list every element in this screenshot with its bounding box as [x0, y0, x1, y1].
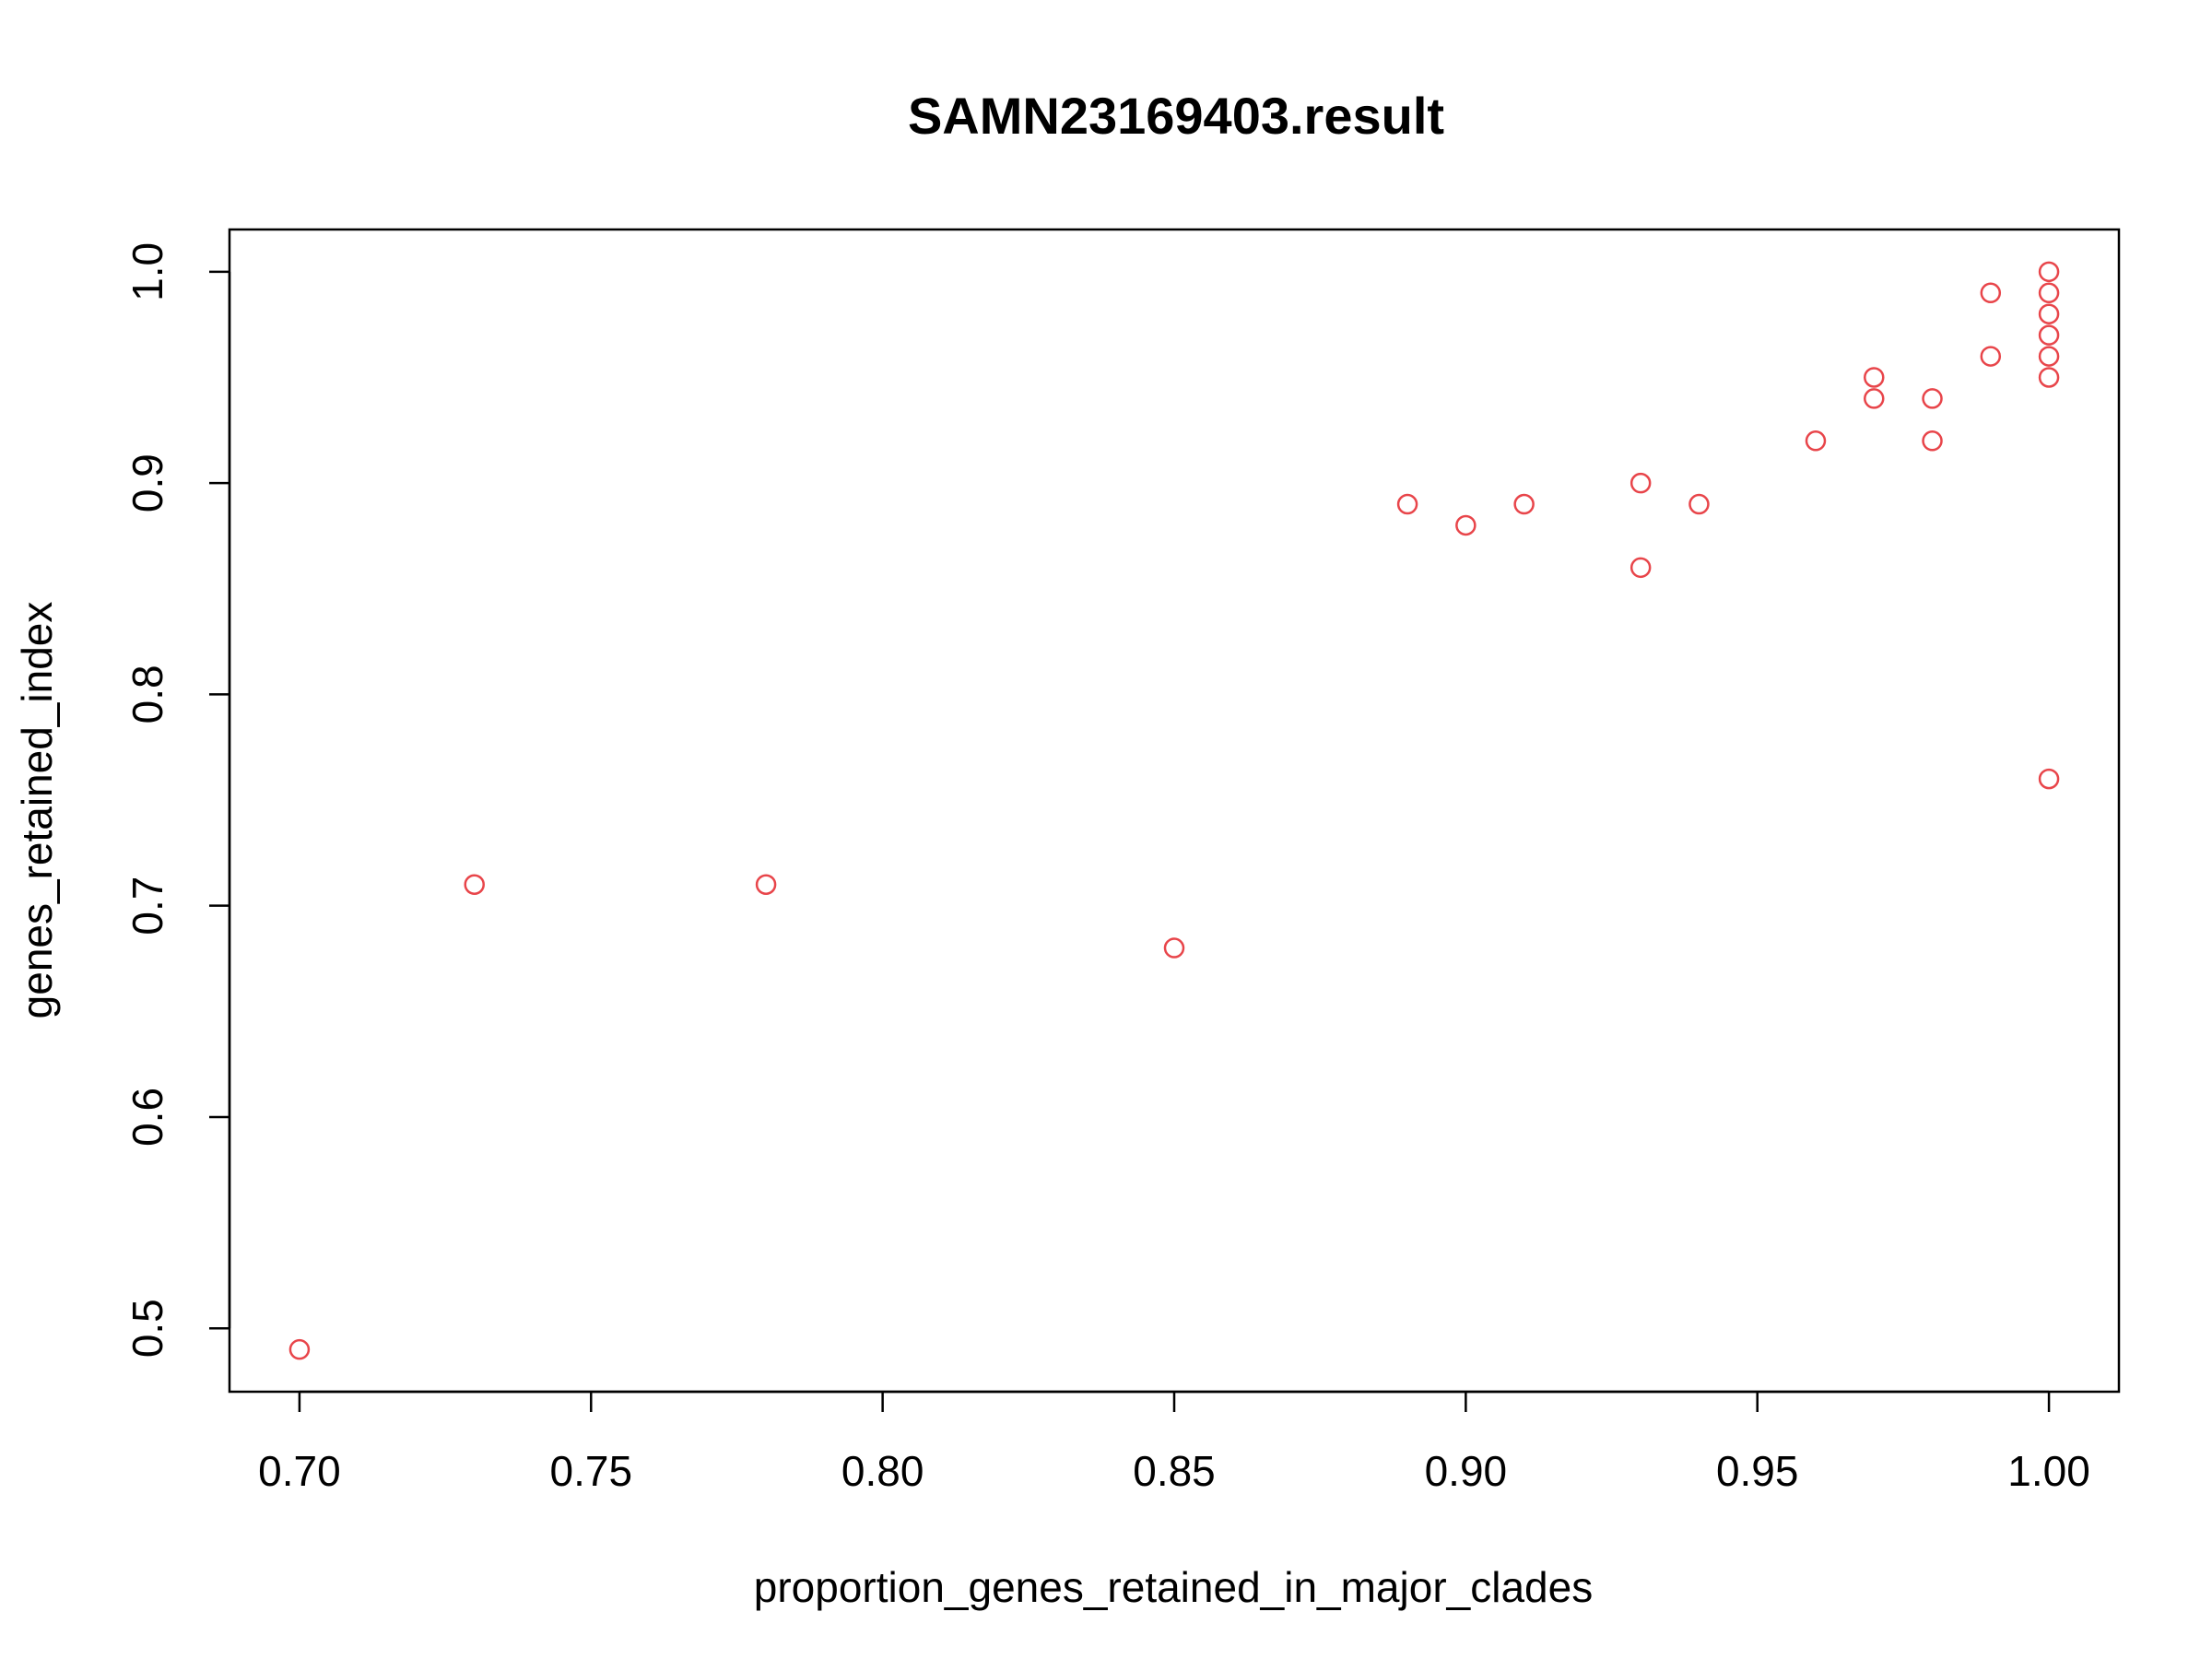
data-point	[2038, 261, 2060, 283]
data-point	[1980, 346, 2002, 367]
data-point	[1163, 937, 1185, 959]
y-tick-label: 0.7	[124, 877, 171, 935]
data-point	[2038, 282, 2060, 304]
y-axis-label: genes_retained_index	[13, 602, 61, 1019]
x-tick-label: 0.95	[1716, 1447, 1799, 1495]
x-tick-label: 0.70	[258, 1447, 341, 1495]
data-point	[1688, 493, 1710, 515]
data-point	[1922, 430, 1943, 452]
data-point	[1980, 282, 2002, 304]
x-tick-label: 0.90	[1425, 1447, 1508, 1495]
x-tick-label: 0.75	[550, 1447, 633, 1495]
data-point	[288, 1338, 311, 1360]
y-tick-label: 0.5	[124, 1299, 171, 1358]
data-point	[1630, 557, 1652, 579]
y-axis: 0.5 0.6 0.7 0.8 0.9 1.0	[124, 242, 231, 1358]
y-tick-label: 0.9	[124, 453, 171, 512]
data-point	[2038, 367, 2060, 388]
data-point	[1630, 472, 1652, 494]
data-point	[1513, 493, 1535, 515]
data-point	[755, 874, 777, 895]
data-point	[1455, 514, 1477, 536]
data-points	[288, 261, 2060, 1360]
x-axis-label: proportion_genes_retained_in_major_clade…	[754, 1563, 1593, 1611]
chart-title: SAMN23169403.result	[908, 87, 1444, 145]
y-tick-label: 0.8	[124, 665, 171, 724]
data-point	[1864, 388, 1885, 409]
data-point	[1922, 388, 1943, 409]
y-tick-label: 1.0	[124, 242, 171, 301]
data-point	[1864, 367, 1885, 388]
y-tick-label: 0.6	[124, 1088, 171, 1147]
data-point	[1805, 430, 1827, 452]
x-tick-label: 0.85	[1133, 1447, 1216, 1495]
data-point	[2038, 324, 2060, 346]
x-axis: 0.70 0.75 0.80 0.85 0.90 0.95 1.00	[258, 1390, 2090, 1495]
data-point	[2038, 768, 2060, 790]
plot-area-frame	[228, 228, 2121, 1394]
data-point	[2038, 303, 2060, 324]
data-point	[1396, 493, 1418, 515]
x-tick-label: 1.00	[2007, 1447, 2090, 1495]
x-tick-label: 0.80	[841, 1447, 924, 1495]
data-point	[2038, 346, 2060, 367]
data-point	[464, 874, 485, 895]
